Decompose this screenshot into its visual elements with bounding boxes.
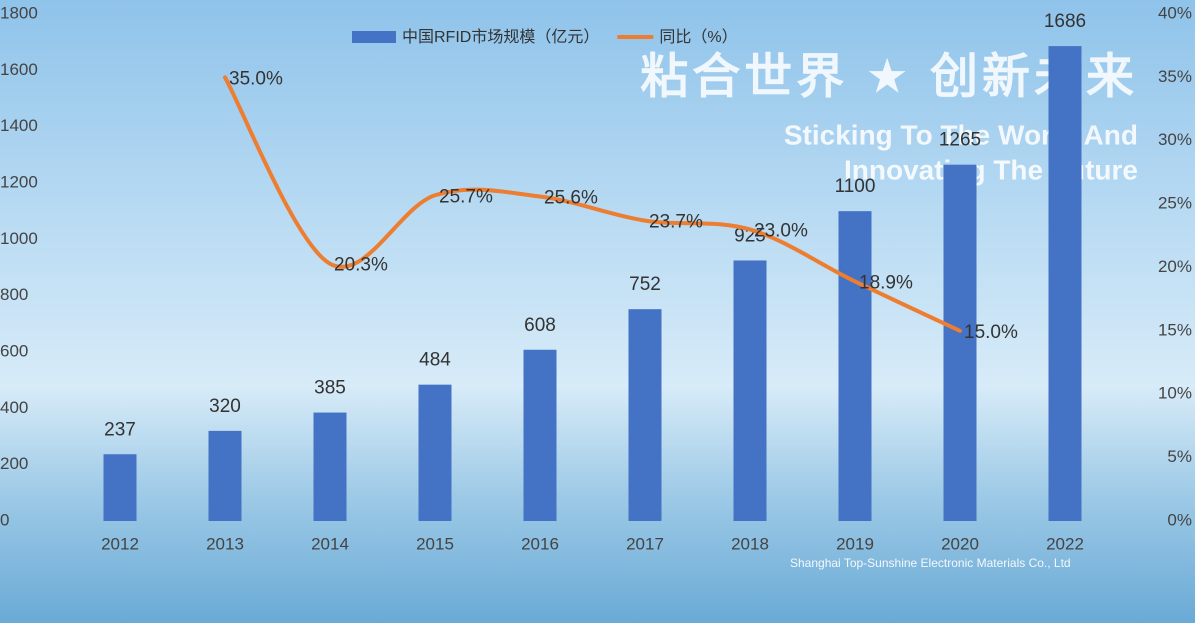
bar [313, 412, 347, 521]
value-label: 25.6% [544, 188, 598, 209]
x-tick-label: 2016 [521, 534, 559, 553]
bar [628, 309, 662, 521]
value-label: 1100 [835, 176, 876, 197]
bar [943, 164, 977, 522]
y2-tick-label: 25% [1158, 194, 1192, 213]
legend-label: 中国RFID市场规模（亿元） [402, 28, 599, 46]
value-label: 237 [104, 419, 136, 440]
y2-tick-label: 20% [1158, 257, 1192, 276]
x-tick-label: 2017 [626, 534, 664, 553]
y-tick-label: 1800 [0, 3, 38, 22]
bar [733, 260, 767, 521]
bar [208, 430, 242, 521]
x-tick-label: 2013 [206, 534, 244, 553]
value-label: 1265 [939, 130, 981, 151]
y2-tick-label: 40% [1158, 3, 1192, 22]
y-tick-label: 800 [0, 285, 28, 304]
bar [1048, 46, 1082, 522]
bar [523, 349, 557, 521]
value-label: 752 [629, 274, 661, 295]
company-name: Shanghai Top-Sunshine Electronic Materia… [790, 556, 1071, 570]
y-tick-label: 0 [0, 510, 9, 529]
value-label: 15.0% [964, 322, 1018, 343]
x-tick-label: 2022 [1046, 534, 1084, 553]
x-tick-label: 2018 [731, 534, 769, 553]
line [223, 75, 962, 333]
x-tick-label: 2019 [836, 534, 874, 553]
value-label: 23.7% [649, 212, 703, 233]
y2-tick-label: 35% [1158, 67, 1192, 86]
y-tick-label: 400 [0, 398, 28, 417]
value-label: 18.9% [859, 272, 913, 293]
legend-label: 同比（%） [659, 28, 737, 46]
x-tick-label: 2020 [941, 534, 979, 553]
slogan-en: Innovating The Future [844, 154, 1138, 185]
y-tick-label: 1200 [0, 172, 38, 191]
value-label: 1686 [1044, 11, 1086, 32]
y-tick-label: 1000 [0, 229, 38, 248]
value-label: 484 [419, 350, 451, 371]
value-label: 20.3% [334, 255, 388, 276]
y-tick-label: 1400 [0, 116, 38, 135]
bar [838, 211, 872, 521]
bar [418, 384, 452, 521]
bar [103, 454, 137, 521]
y-tick-label: 1600 [0, 60, 38, 79]
y2-tick-label: 15% [1158, 320, 1192, 339]
x-tick-label: 2014 [311, 534, 349, 553]
value-label: 25.7% [439, 186, 493, 207]
y2-tick-label: 30% [1158, 130, 1192, 149]
legend-swatch [352, 31, 396, 43]
value-label: 320 [209, 396, 241, 417]
y2-tick-label: 0% [1167, 510, 1192, 529]
y2-tick-label: 5% [1167, 447, 1192, 466]
x-tick-label: 2012 [101, 534, 139, 553]
x-tick-label: 2015 [416, 534, 454, 553]
y-tick-label: 600 [0, 341, 28, 360]
value-label: 608 [524, 315, 556, 336]
value-label: 385 [314, 378, 346, 399]
value-label: 23.0% [754, 220, 808, 241]
value-label: 35.0% [229, 68, 283, 89]
y-tick-label: 200 [0, 454, 28, 473]
y2-tick-label: 10% [1158, 384, 1192, 403]
